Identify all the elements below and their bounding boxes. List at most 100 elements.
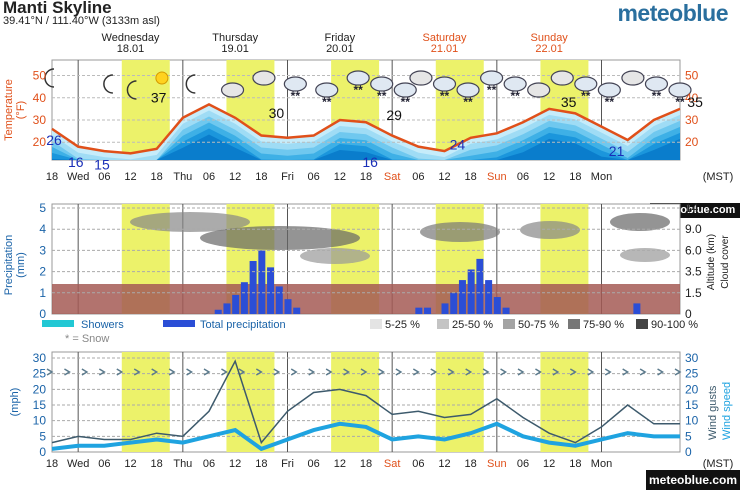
wind-direction-arrow — [517, 368, 525, 376]
brand-logo[interactable]: meteoblue — [617, 0, 728, 26]
time-axis-bottom: 18 — [465, 458, 477, 470]
precip-tick-right: 1.5 — [685, 286, 702, 300]
wind-tick-right: 0 — [685, 445, 692, 459]
altitude-axis-label: Altitude (km) — [706, 234, 717, 290]
cloud-cover-area — [130, 212, 250, 232]
precip-bar — [476, 258, 484, 314]
wind-direction-arrow — [273, 368, 281, 376]
partly-sunny-icon — [621, 70, 645, 86]
precip-bar — [633, 303, 641, 314]
snow-cloud-icon: ** — [480, 70, 504, 97]
time-axis-top: 12 — [543, 171, 555, 183]
cloud-shape — [550, 70, 574, 86]
moon-shape — [126, 80, 137, 100]
wind-direction-arrow — [325, 368, 333, 376]
wind-direction-arrow — [587, 368, 595, 376]
time-axis-top: 18 — [465, 171, 477, 183]
cloud-cover-area — [620, 248, 670, 262]
wind-direction-arrow — [46, 368, 54, 376]
precip-bar — [424, 307, 432, 314]
snow-flakes: ** — [463, 95, 473, 109]
location-title: Manti Skyline — [3, 0, 112, 17]
wind-direction-arrow — [535, 368, 542, 376]
temp-min-label: 16 — [362, 154, 378, 170]
day-name: Sunday — [531, 32, 569, 44]
precip-bar — [485, 280, 493, 314]
temp-tick-left: 30 — [33, 113, 47, 127]
wind-direction-arrow — [430, 368, 438, 376]
time-axis-top: 12 — [438, 171, 450, 183]
time-axis-bottom: 06 — [98, 458, 110, 470]
time-axis-top: 18 — [151, 171, 163, 183]
wind-direction-arrow — [203, 368, 211, 376]
time-axis-bottom: 12 — [543, 458, 555, 470]
precip-bar — [275, 286, 283, 314]
temp-tick-right: 40 — [685, 91, 699, 105]
temp-min-label: 26 — [46, 132, 62, 148]
wind-gusts-line — [51, 359, 680, 445]
time-axis-bottom: Sat — [384, 458, 401, 470]
moon-icon — [185, 74, 196, 94]
cloud-cover-area — [200, 226, 360, 250]
cloud-shape — [432, 76, 457, 92]
precip-tick-left: 4 — [39, 222, 46, 236]
cloud-bin-label: 25-50 % — [452, 319, 493, 331]
sun-icon — [155, 71, 169, 85]
time-axis-bottom: Fri — [281, 458, 294, 470]
time-axis-bottom: Mon — [591, 458, 612, 470]
wind-tick-left: 20 — [33, 382, 47, 396]
temp-tick-left: 20 — [33, 135, 47, 149]
temp-tick-left: 40 — [33, 91, 47, 105]
temp-max-label: 35 — [561, 94, 577, 110]
wind-direction-arrow — [98, 368, 106, 376]
snow-cloud-icon: ** — [668, 82, 692, 109]
precip-bar — [267, 267, 275, 314]
snow-flakes: ** — [291, 89, 301, 103]
cloud-cover-axis-label: Cloud cover — [720, 235, 731, 289]
day-date: 19.01 — [221, 43, 249, 55]
time-axis-top: 18 — [46, 171, 58, 183]
wind-direction-arrow — [604, 368, 612, 376]
daylight-band — [331, 352, 380, 452]
time-axis-top: 12 — [229, 171, 241, 183]
temp-min-label: 15 — [94, 156, 110, 172]
precip-tick-right: 6.0 — [685, 243, 702, 257]
wind-direction-arrow — [465, 368, 473, 376]
temp-max-label: 37 — [151, 89, 167, 105]
precip-bar — [493, 297, 501, 314]
moon-shape — [103, 74, 113, 94]
time-axis-bottom: 18 — [46, 458, 58, 470]
time-axis-bottom: 18 — [569, 458, 581, 470]
temp-max-label: 29 — [386, 107, 402, 123]
wind-tick-right: 20 — [685, 382, 699, 396]
temp-axis-unit: (°F) — [15, 101, 27, 119]
wind-tick-left: 15 — [33, 398, 47, 412]
wind-tick-left: 5 — [39, 429, 46, 443]
cloud-shape — [409, 70, 433, 86]
day-name: Saturday — [422, 32, 467, 44]
snow-flakes: ** — [510, 89, 520, 103]
time-axis-top: 12 — [124, 171, 136, 183]
precip-axis-unit: (mm) — [15, 252, 27, 278]
wind-gusts-axis-label: Wind gusts — [707, 385, 719, 440]
precip-tick-right: 14 — [685, 201, 699, 215]
wind-direction-arrow — [343, 368, 351, 376]
time-axis-bottom: 12 — [229, 458, 241, 470]
time-axis-top: 18 — [255, 171, 267, 183]
wind-direction-arrow — [133, 368, 141, 376]
wind-tick-left: 30 — [33, 351, 47, 365]
precip-bar — [293, 307, 301, 314]
brand-footer[interactable]: meteoblue.com — [646, 470, 740, 490]
temp-max-label: 35 — [687, 94, 703, 110]
showers-legend-swatch — [42, 320, 74, 327]
moon-shape — [44, 68, 55, 88]
wind-tick-right: 5 — [685, 429, 692, 443]
day-name: Thursday — [212, 32, 258, 44]
precip-bar — [450, 292, 458, 314]
time-axis-top: 06 — [203, 171, 215, 183]
precip-bar — [258, 250, 266, 314]
daylight-band — [121, 352, 170, 452]
cloud-shape — [621, 70, 645, 86]
temp-tick-right: 50 — [685, 69, 699, 83]
time-unit-label: (MST) — [703, 458, 734, 470]
